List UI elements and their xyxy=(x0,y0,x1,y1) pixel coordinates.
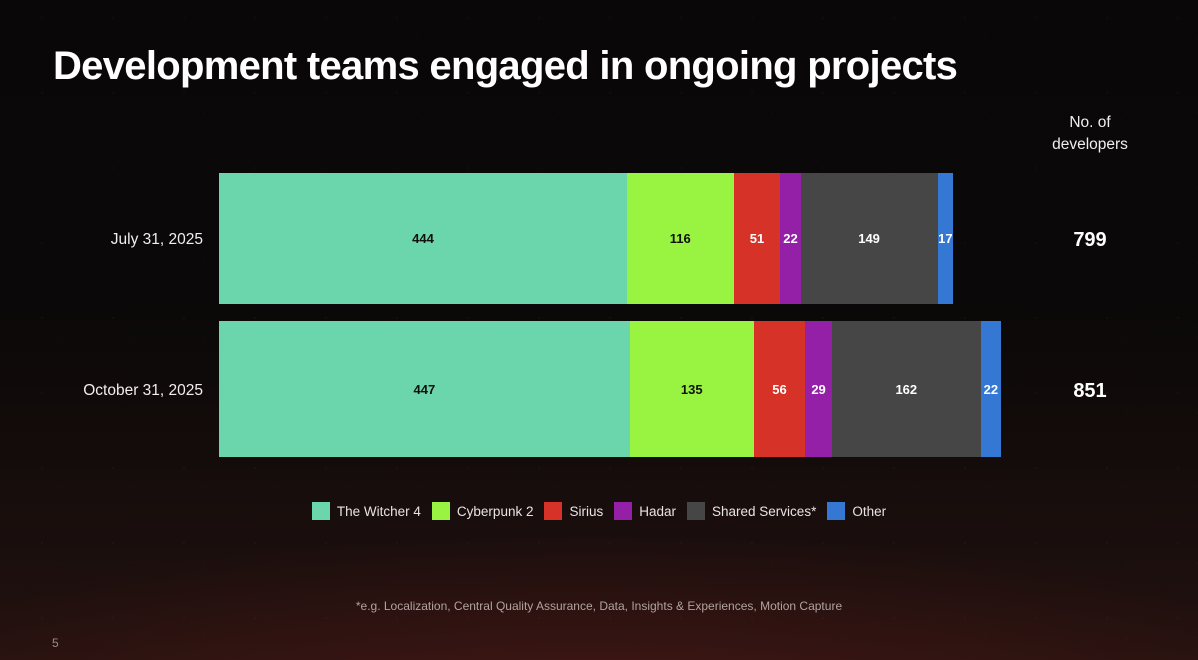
row-label: October 31, 2025 xyxy=(83,382,203,399)
bar-segment[interactable]: 56 xyxy=(753,321,806,457)
legend-label: Shared Services* xyxy=(712,503,817,519)
bar-segment[interactable]: 162 xyxy=(831,321,981,457)
row-label: July 31, 2025 xyxy=(110,231,203,248)
legend-label: Other xyxy=(852,503,887,519)
total-column-header-line2: developers xyxy=(1052,136,1128,153)
bar-segment[interactable]: 51 xyxy=(733,173,781,304)
bar-segment-value: 149 xyxy=(858,231,880,246)
bar-segment[interactable]: 444 xyxy=(219,173,627,304)
legend-item[interactable]: Hadar xyxy=(614,502,676,520)
stacked-bar: 447 135 56 29 162 22 xyxy=(219,321,1001,457)
legend-label: Sirius xyxy=(569,503,604,519)
bar-segment[interactable]: 149 xyxy=(800,173,938,304)
bar-segment[interactable]: 135 xyxy=(629,321,754,457)
chart-legend: The Witcher 4 Cyberpunk 2 Sirius Hadar Share… xyxy=(0,502,1198,520)
row-total: 799 xyxy=(1073,229,1107,251)
bar-segment-value: 135 xyxy=(680,381,703,397)
bar-segment[interactable]: 116 xyxy=(626,173,734,304)
bar-segment[interactable]: 447 xyxy=(219,321,630,457)
legend-item[interactable]: Sirius xyxy=(544,502,603,520)
legend-item[interactable]: Cyberpunk 2 xyxy=(431,502,534,520)
bar-segment[interactable]: 22 xyxy=(780,173,801,304)
legend-swatch-icon xyxy=(687,502,706,520)
footnote: *e.g. Localization, Central Quality Assu… xyxy=(355,599,843,613)
total-column-header-line1: No. of xyxy=(1069,114,1111,131)
total-column-header: No. of developers xyxy=(1022,112,1158,156)
bar-segment[interactable]: 29 xyxy=(805,321,832,457)
page-number: 5 xyxy=(52,636,59,650)
legend-swatch-icon xyxy=(544,502,563,520)
stacked-bar: 444 116 51 22 149 17 xyxy=(219,173,954,304)
bar-segment-value: 22 xyxy=(783,231,798,246)
legend-item[interactable]: Shared Services* xyxy=(687,502,816,520)
bar-segment-value: 162 xyxy=(895,381,918,397)
bar-segment-value: 17 xyxy=(938,231,953,246)
bar-segment[interactable]: 17 xyxy=(937,173,954,304)
legend-label: Hadar xyxy=(639,503,677,519)
bar-segment-value: 22 xyxy=(983,381,999,397)
legend-swatch-icon xyxy=(827,502,846,520)
legend-swatch-icon xyxy=(311,502,330,520)
legend-label: Cyberpunk 2 xyxy=(456,503,534,519)
row-total: 851 xyxy=(1073,380,1107,402)
bar-segment-value: 116 xyxy=(669,231,691,246)
bar-segment-value: 444 xyxy=(412,231,434,246)
page-title: Development teams engaged in ongoing pro… xyxy=(53,44,958,88)
legend-label: The Witcher 4 xyxy=(336,503,421,519)
bar-segment-value: 447 xyxy=(413,381,436,397)
legend-item[interactable]: Other xyxy=(827,502,886,520)
bar-segment[interactable]: 22 xyxy=(980,321,1001,457)
legend-item[interactable]: The Witcher 4 xyxy=(311,502,421,520)
legend-swatch-icon xyxy=(614,502,633,520)
bar-segment-value: 29 xyxy=(811,381,826,397)
bar-segment-value: 51 xyxy=(749,231,765,246)
bar-segment-value: 56 xyxy=(772,381,787,397)
legend-swatch-icon xyxy=(431,502,450,520)
